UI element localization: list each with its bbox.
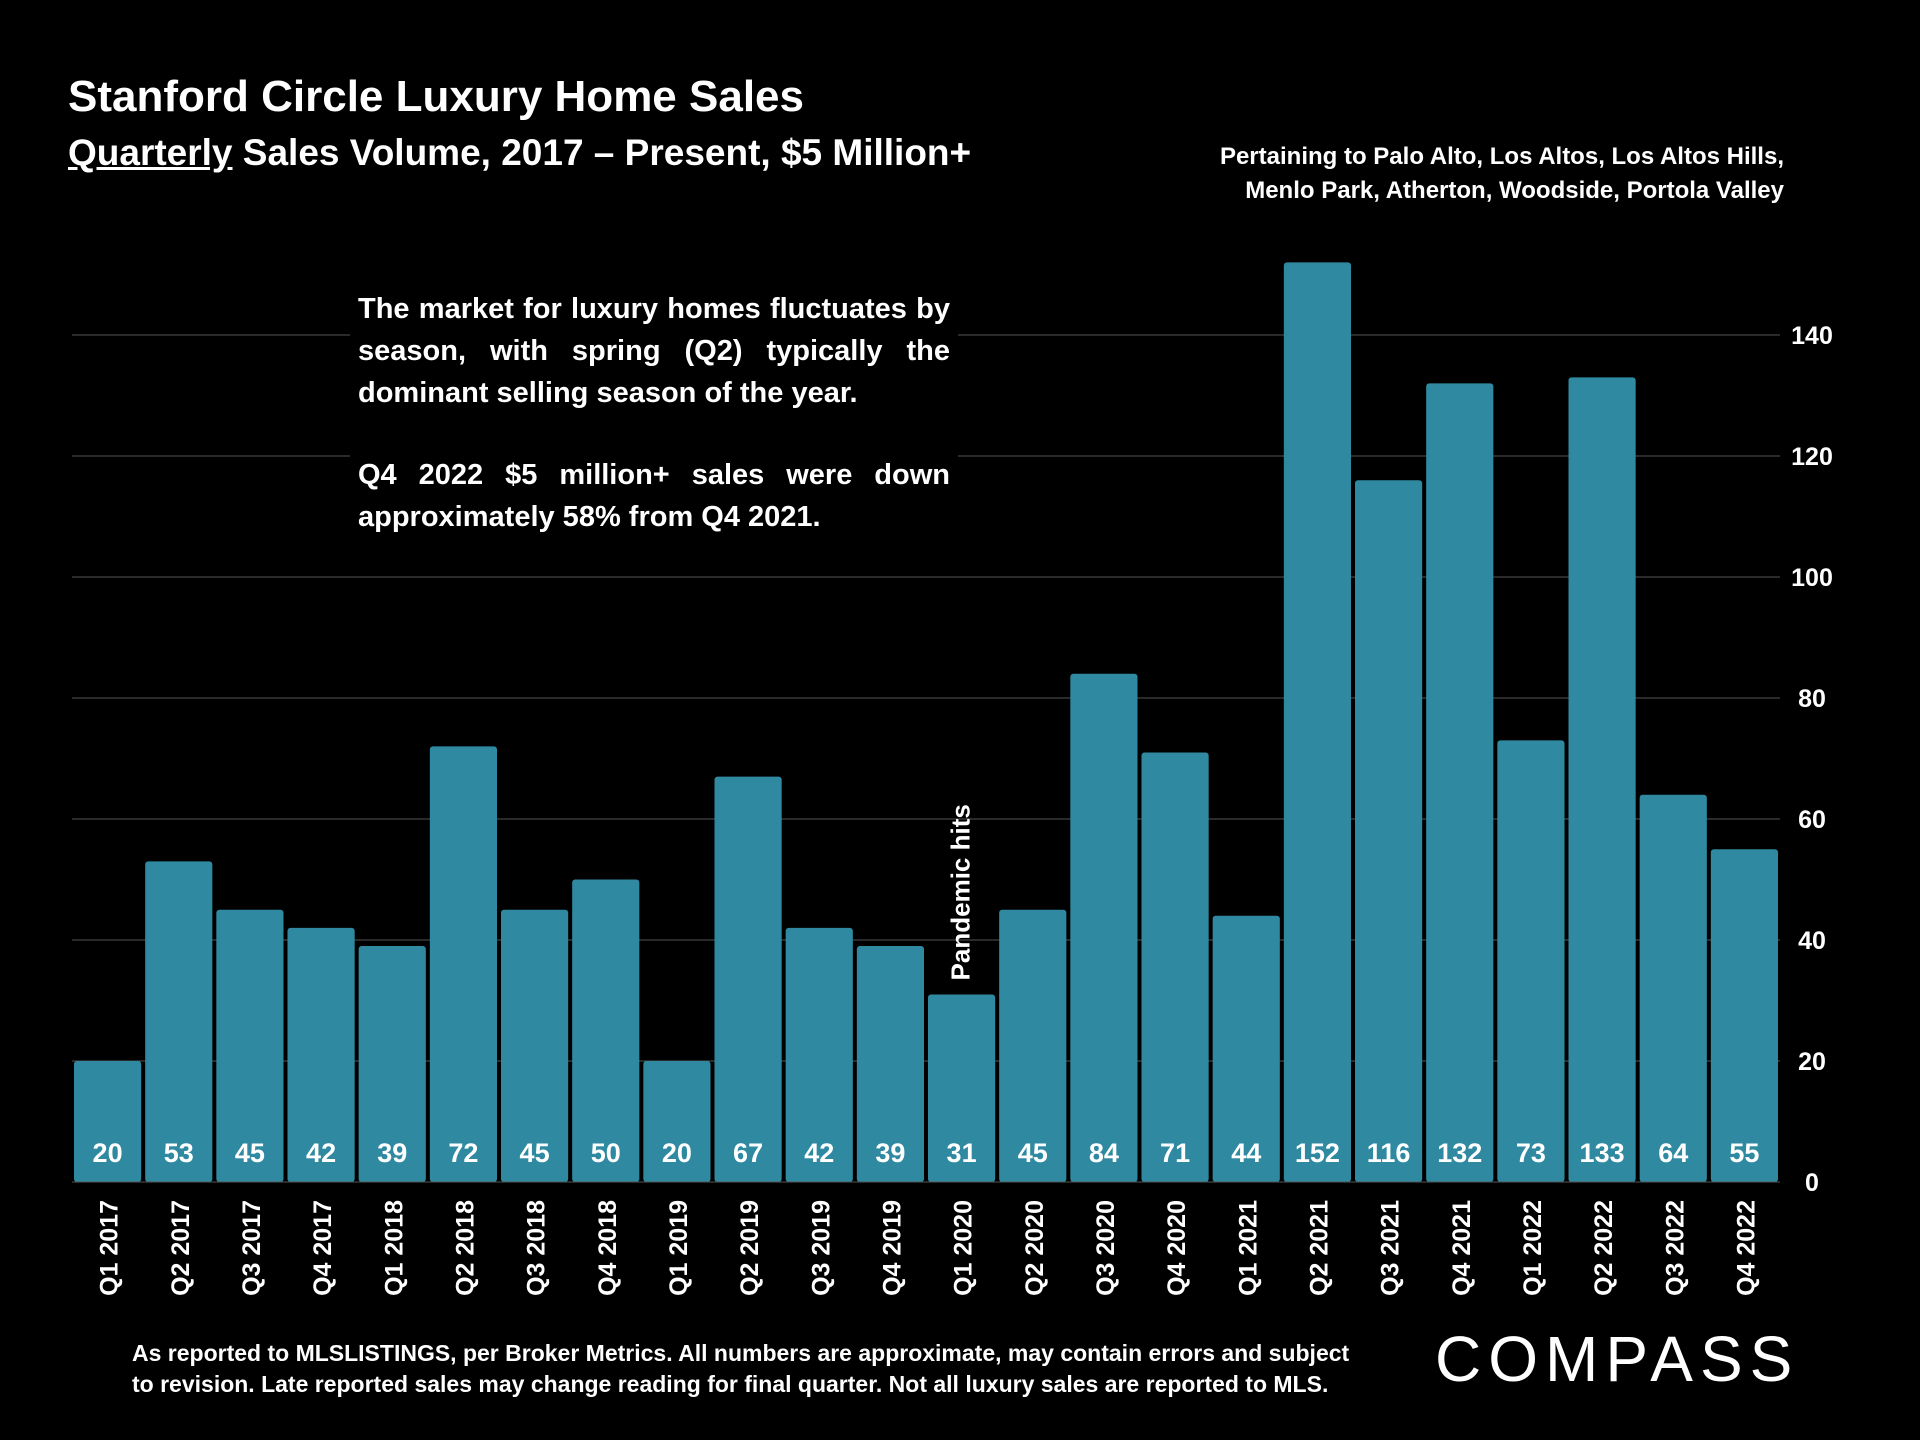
bar	[287, 927, 355, 1182]
data-label: 55	[1729, 1138, 1759, 1168]
bar	[856, 946, 924, 1182]
x-tick-label: Q1 2021	[1234, 1200, 1262, 1296]
x-tick-label: Q2 2022	[1590, 1200, 1618, 1296]
y-tick-label: 0	[1805, 1169, 1819, 1197]
data-label: 39	[377, 1138, 407, 1168]
subtitle-underlined: Quarterly	[68, 132, 233, 173]
data-label: 73	[1516, 1138, 1546, 1168]
region-note-line-2: Menlo Park, Atherton, Woodside, Portola …	[1245, 177, 1784, 204]
data-label: 132	[1437, 1138, 1482, 1168]
commentary-box: The market for luxury homes fluctuates b…	[350, 288, 958, 538]
data-label: 20	[662, 1138, 692, 1168]
data-label: 42	[306, 1138, 336, 1168]
bar	[74, 1061, 142, 1182]
x-tick-label: Q3 2019	[807, 1200, 835, 1296]
footnote-line-2: to revision. Late reported sales may cha…	[132, 1371, 1329, 1397]
x-tick-label: Q2 2018	[451, 1200, 479, 1296]
bar	[572, 879, 640, 1182]
bar	[1568, 377, 1636, 1183]
bar	[1710, 849, 1778, 1182]
source-footnote: As reported to MLSLISTINGS, per Broker M…	[132, 1338, 1392, 1400]
y-tick-label: 140	[1791, 322, 1833, 350]
x-tick-label: Q1 2022	[1519, 1200, 1547, 1296]
x-tick-label: Q4 2019	[878, 1200, 906, 1296]
data-label: 67	[733, 1138, 763, 1168]
x-tick-label: Q1 2019	[665, 1200, 693, 1296]
data-label: 84	[1089, 1138, 1119, 1168]
y-tick-label: 100	[1791, 564, 1833, 592]
x-tick-label: Q2 2017	[167, 1200, 195, 1296]
x-tick-label: Q3 2018	[523, 1200, 551, 1296]
data-label: 72	[448, 1138, 478, 1168]
data-label: 152	[1295, 1138, 1340, 1168]
data-label: 31	[947, 1138, 977, 1168]
bar	[1426, 383, 1494, 1182]
x-tick-label: Q4 2020	[1163, 1200, 1191, 1296]
data-label: 44	[1231, 1138, 1261, 1168]
data-label: 42	[804, 1138, 834, 1168]
data-label: 64	[1658, 1138, 1688, 1168]
commentary-paragraph-1: The market for luxury homes fluctuates b…	[358, 293, 950, 409]
subtitle-rest: Sales Volume, 2017 – Present, $5 Million…	[232, 132, 972, 173]
bar	[1141, 752, 1209, 1182]
bar	[1070, 673, 1138, 1182]
x-tick-label: Q2 2019	[736, 1200, 764, 1296]
compass-logo: COMPASS	[1435, 1323, 1800, 1395]
data-label: 45	[235, 1138, 265, 1168]
data-label: 71	[1160, 1138, 1190, 1168]
x-tick-label: Q3 2017	[238, 1200, 266, 1296]
bar	[145, 861, 213, 1182]
data-label: 45	[520, 1138, 550, 1168]
bar	[1283, 262, 1351, 1182]
bar	[216, 909, 284, 1182]
bar	[501, 909, 569, 1182]
region-note-line-1: Pertaining to Palo Alto, Los Altos, Los …	[1219, 143, 1784, 170]
bar	[1639, 794, 1707, 1182]
bar	[643, 1061, 711, 1182]
x-tick-label: Q2 2020	[1021, 1200, 1049, 1296]
x-tick-label: Q3 2021	[1377, 1200, 1405, 1296]
footnote-line-1: As reported to MLSLISTINGS, per Broker M…	[132, 1340, 1350, 1366]
pandemic-annotation: Pandemic hits	[946, 804, 976, 980]
y-tick-label: 40	[1798, 927, 1826, 955]
x-tick-label: Q1 2018	[380, 1200, 408, 1296]
x-tick-label: Q2 2021	[1305, 1200, 1333, 1296]
bar	[785, 927, 853, 1182]
x-tick-label: Q4 2021	[1448, 1200, 1476, 1296]
x-tick-label: Q3 2022	[1661, 1200, 1689, 1296]
bar	[1355, 480, 1423, 1182]
data-label: 45	[1018, 1138, 1048, 1168]
x-tick-label: Q4 2017	[309, 1200, 337, 1296]
data-label: 20	[93, 1138, 123, 1168]
data-label: 50	[591, 1138, 621, 1168]
bar	[429, 746, 497, 1182]
data-label: 53	[164, 1138, 194, 1168]
y-tick-label: 120	[1791, 443, 1833, 471]
y-tick-label: 20	[1798, 1048, 1826, 1076]
x-tick-label: Q4 2022	[1732, 1200, 1760, 1296]
x-tick-label: Q1 2017	[96, 1200, 124, 1296]
chart-subtitle: Quarterly Sales Volume, 2017 – Present, …	[68, 132, 971, 174]
region-note: Pertaining to Palo Alto, Los Altos, Los …	[1160, 140, 1784, 208]
x-tick-label: Q4 2018	[594, 1200, 622, 1296]
bar	[358, 946, 426, 1182]
x-tick-label: Q3 2020	[1092, 1200, 1120, 1296]
bar	[928, 994, 996, 1182]
bar	[1212, 915, 1280, 1182]
bar	[714, 776, 782, 1182]
x-tick-label: Q1 2020	[950, 1200, 978, 1296]
chart-title: Stanford Circle Luxury Home Sales	[68, 72, 804, 121]
data-label: 116	[1367, 1138, 1411, 1168]
y-tick-label: 60	[1798, 806, 1826, 834]
data-label: 133	[1580, 1138, 1625, 1168]
commentary-paragraph-2: Q4 2022 $5 million+ sales were down appr…	[358, 459, 950, 533]
bar	[1497, 740, 1565, 1182]
bar	[999, 909, 1067, 1182]
y-tick-label: 80	[1798, 685, 1826, 713]
data-label: 39	[875, 1138, 905, 1168]
